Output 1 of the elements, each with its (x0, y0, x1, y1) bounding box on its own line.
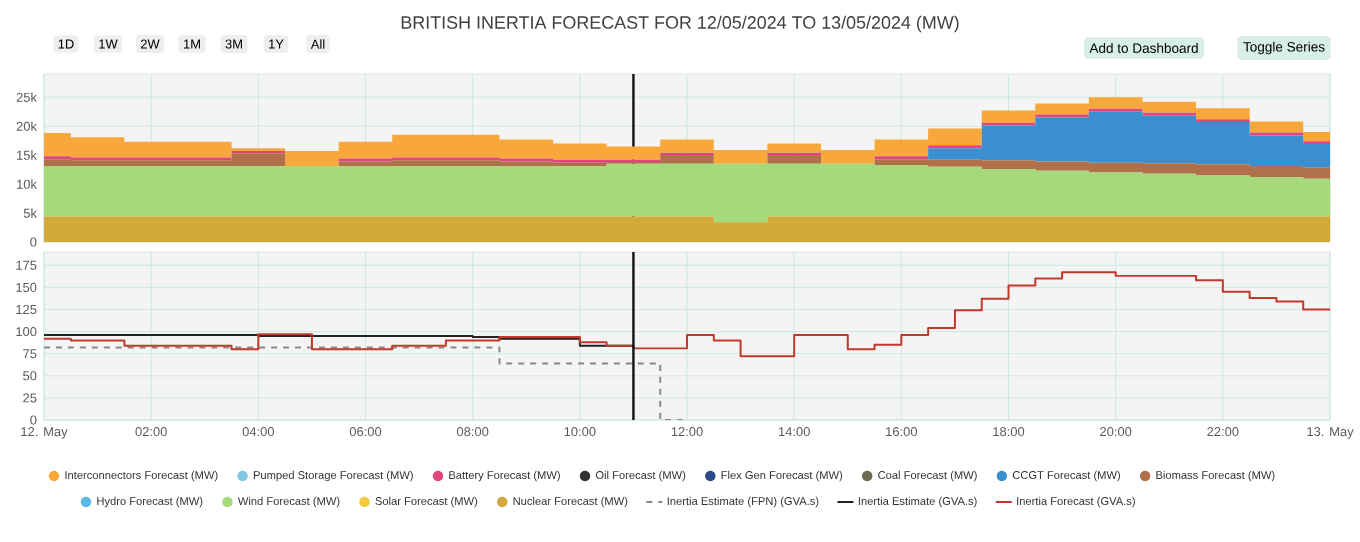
chart-title: BRITISH INERTIA FORECAST FOR 12/05/2024 TO 13/05/2024 (MW) (401, 15, 959, 33)
